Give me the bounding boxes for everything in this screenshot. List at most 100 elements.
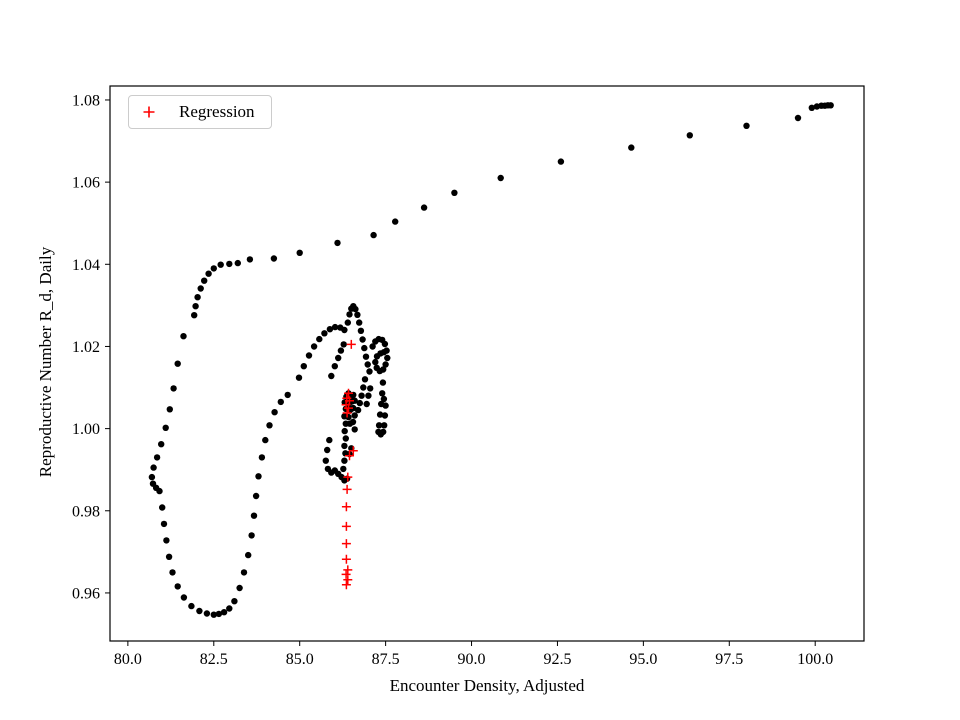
data-point-dot — [205, 270, 212, 277]
data-point-dot — [262, 436, 269, 444]
data-point-dot — [341, 427, 348, 435]
data-point-dot — [217, 261, 224, 268]
data-point-dot — [352, 305, 359, 313]
data-point-dot — [344, 319, 351, 326]
y-tick-label: 1.00 — [72, 421, 100, 438]
y-tick-label: 0.98 — [72, 503, 100, 520]
data-point-dot — [420, 204, 428, 211]
data-point-dot — [197, 285, 204, 292]
data-point-dot — [363, 400, 370, 408]
data-point-dot — [367, 385, 374, 392]
legend-box: Regression — [128, 95, 272, 129]
y-tick-label: 0.96 — [72, 585, 100, 602]
data-point-dot — [376, 411, 384, 418]
data-point-dot — [341, 457, 348, 464]
data-point-dot — [342, 435, 349, 442]
data-point-dot — [340, 341, 347, 348]
axes-frame — [109, 85, 865, 642]
data-point-dot — [258, 454, 266, 461]
data-point-dot — [305, 352, 313, 359]
data-point-dot — [165, 553, 173, 560]
data-point-dot — [358, 392, 365, 399]
data-point-dot — [356, 319, 363, 326]
data-point-dot — [381, 412, 389, 419]
data-point-dot — [349, 418, 357, 426]
data-point-dot — [354, 406, 362, 414]
data-point-dot — [295, 374, 303, 381]
x-axis-label: Encounter Density, Adjusted — [389, 676, 585, 695]
data-point-dot — [340, 465, 347, 473]
data-point-dot — [284, 391, 291, 399]
data-point-dot — [270, 255, 278, 262]
data-point-dot — [384, 354, 391, 362]
data-point-dot — [220, 609, 228, 616]
data-point-dot — [743, 122, 750, 129]
data-point-dot — [334, 239, 341, 247]
data-point-dot — [686, 132, 693, 139]
data-point-dot — [370, 231, 377, 239]
data-point-dot — [362, 353, 370, 360]
data-point-dot — [246, 256, 254, 263]
data-point-dot — [203, 610, 211, 617]
data-point-dot — [373, 364, 380, 371]
data-point-dot — [191, 312, 198, 319]
data-point-dot — [231, 598, 238, 605]
data-point-dot — [180, 333, 187, 340]
data-point-dot — [166, 406, 173, 413]
y-tick-label: 1.06 — [72, 175, 100, 192]
data-point-dot — [162, 424, 169, 431]
data-point-dot — [354, 311, 361, 318]
data-point-dot — [326, 326, 334, 333]
y-tick-label: 1.04 — [72, 257, 100, 274]
x-tick-label: 82.5 — [200, 651, 228, 668]
data-point-dot — [379, 390, 386, 397]
legend-entry-label: Regression — [179, 102, 255, 121]
data-point-dot — [248, 532, 255, 539]
data-point-dot — [392, 218, 399, 225]
data-point-dot — [192, 303, 199, 310]
data-point-dot — [337, 347, 345, 354]
data-point-dot — [341, 326, 348, 334]
data-point-dot — [335, 354, 342, 362]
x-tick-label: 100.0 — [797, 651, 833, 668]
data-point-dot — [379, 379, 387, 386]
data-point-dot — [382, 402, 389, 409]
data-point-dot — [350, 404, 357, 412]
data-point-dot — [361, 344, 368, 352]
data-point-dot — [271, 409, 278, 416]
data-point-dot — [300, 363, 307, 370]
data-point-dot — [813, 103, 821, 110]
data-point-dot — [365, 392, 372, 399]
x-tick-label: 87.5 — [372, 651, 400, 668]
data-point-dot — [381, 340, 389, 348]
data-point-dot — [357, 327, 365, 334]
data-point-dot — [148, 473, 156, 481]
data-point-dot — [381, 422, 388, 429]
data-point-dot — [226, 260, 233, 268]
data-point-dot — [359, 336, 366, 343]
data-point-dot — [331, 323, 339, 331]
data-point-dot — [346, 311, 353, 318]
data-point-dot — [226, 605, 233, 612]
y-axis-label: Reproductive Number R_d, Daily — [36, 246, 55, 478]
data-point-dot — [234, 259, 241, 267]
data-point-dot — [382, 361, 389, 368]
x-tick-label: 92.5 — [543, 651, 571, 668]
regression-plus-markers — [341, 339, 358, 590]
data-point-dot — [163, 537, 170, 544]
data-point-dot — [250, 512, 258, 519]
data-point-dot — [324, 465, 332, 473]
data-point-dot — [240, 569, 248, 576]
data-point-dot — [180, 594, 188, 601]
data-point-dot — [794, 114, 802, 122]
data-point-dot — [326, 436, 333, 444]
data-point-dot — [245, 551, 252, 559]
data-point-dot — [196, 607, 203, 615]
data-point-dot — [369, 343, 376, 350]
data-point-dot — [159, 504, 166, 511]
data-point-dot — [808, 104, 815, 112]
data-point-dot — [331, 363, 338, 370]
data-point-dot — [364, 361, 371, 368]
x-tick-label: 97.5 — [715, 651, 743, 668]
data-point-dot — [194, 294, 201, 301]
